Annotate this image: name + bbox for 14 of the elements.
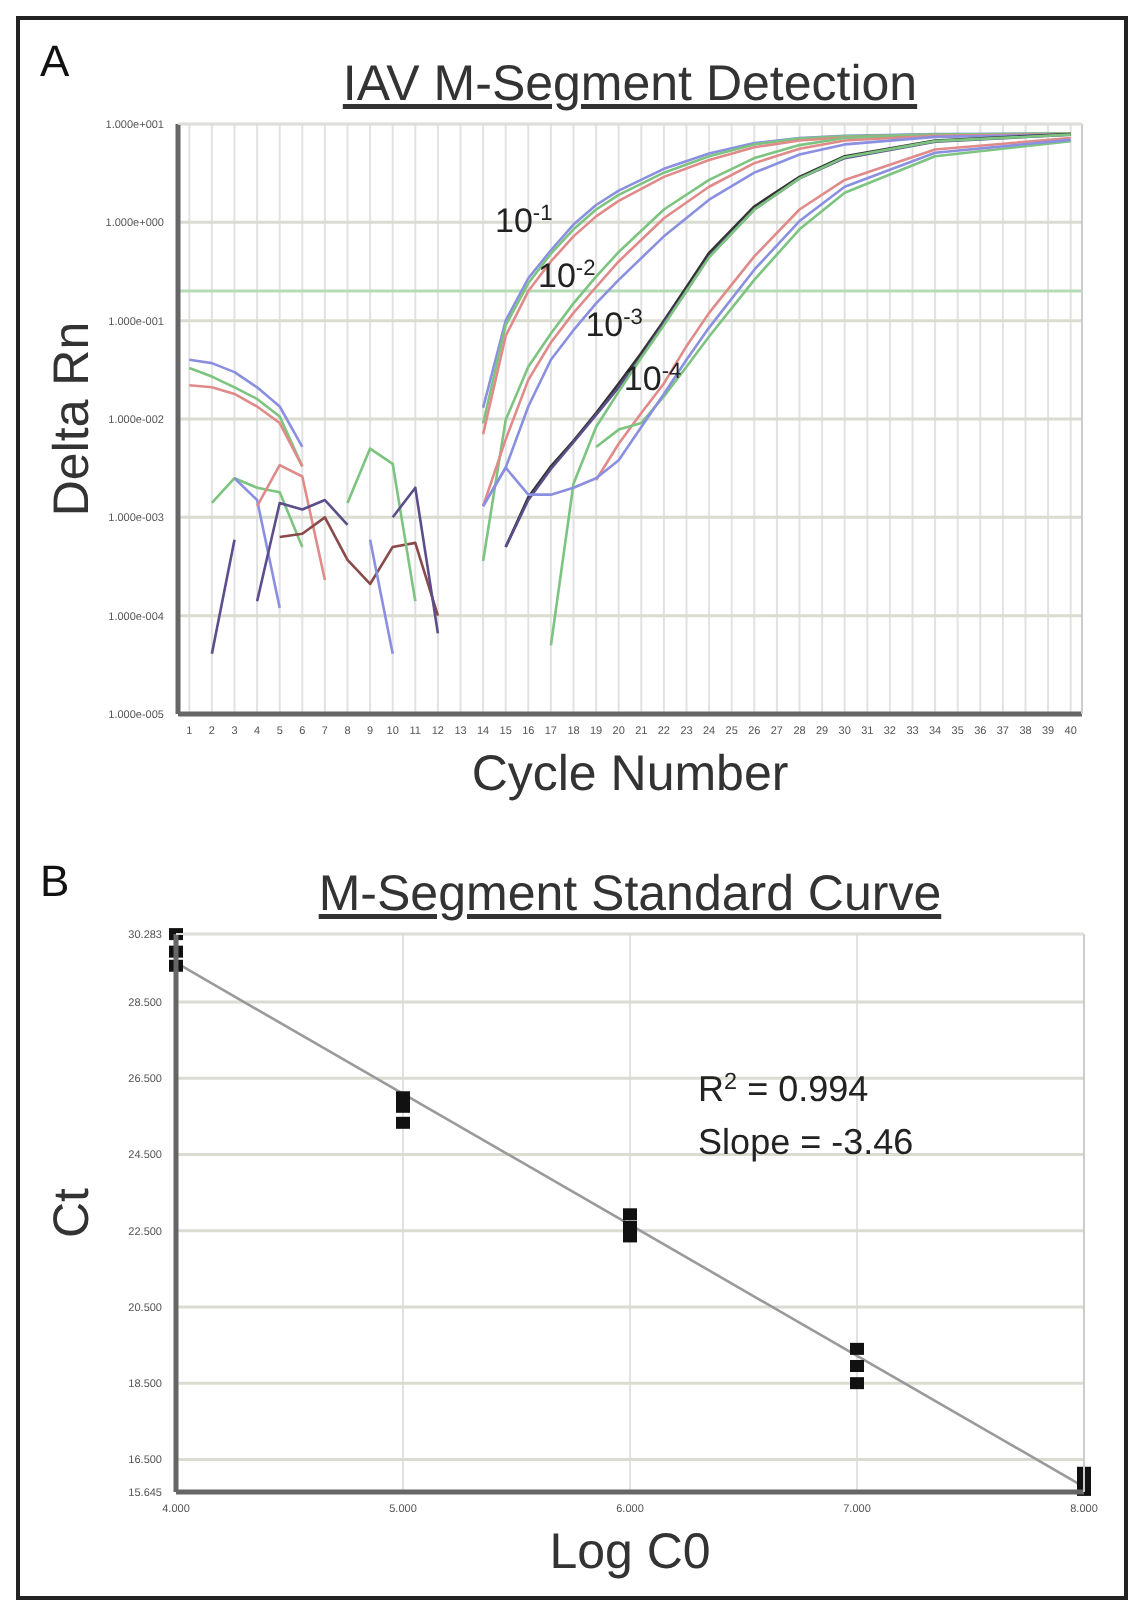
chart-title: M-Segment Standard Curve <box>318 866 942 922</box>
chart-title: IAV M-Segment Detection <box>342 56 918 112</box>
x-axis-title: Log C0 <box>549 1524 711 1580</box>
annotation: Slope = -3.46 <box>698 1122 914 1163</box>
annotation: R$^{2}$ = 0.994 <box>698 1068 869 1110</box>
x-axis-title: Cycle Number <box>471 746 789 802</box>
annotation: 10$^{-3}$ <box>585 305 643 344</box>
y-axis-title: Ct <box>44 1187 100 1238</box>
text: B <box>40 856 70 906</box>
annotation: 10$^{-4}$ <box>623 359 682 398</box>
y-axis-title: Delta Rn <box>44 321 100 517</box>
text: A <box>40 36 70 86</box>
annotation: 10$^{-2}$ <box>537 257 596 296</box>
annotation: 10$^{-1}$ <box>495 201 553 240</box>
